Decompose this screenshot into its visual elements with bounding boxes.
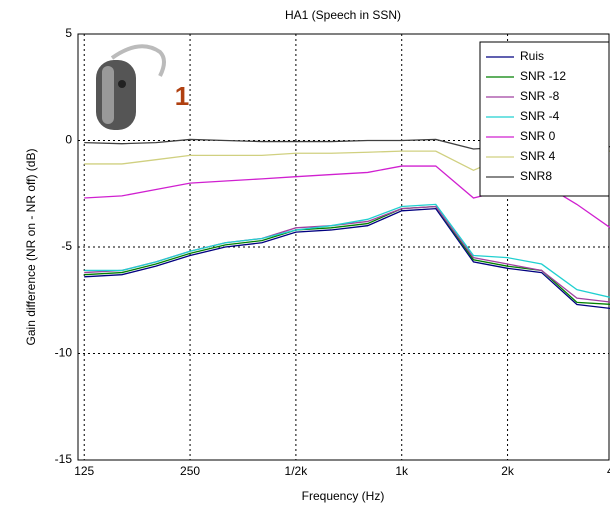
legend-label: SNR -4 [520,109,560,123]
legend-label: Ruis [520,49,544,63]
x-tick-label: 2k [501,464,515,478]
legend-label: SNR 4 [520,149,556,163]
legend-box [479,41,610,197]
x-axis-label: Frequency (Hz) [302,489,385,503]
series-line [84,205,610,305]
x-tick-label: 1k [395,464,409,478]
legend-label: SNR -8 [520,89,560,103]
x-tick-label: 1/2k [285,464,309,478]
y-tick-label: 5 [65,26,72,40]
series-line [84,203,610,298]
y-tick-label: -5 [61,239,72,253]
series-line [84,207,610,310]
y-axis-label: Gain difference (NR on - NR off) (dB) [24,149,38,346]
badge: 1 [175,81,189,111]
y-tick-label: 0 [65,133,72,147]
legend-label: SNR 0 [520,129,556,143]
plot-layer: -15 -10 -5 0 5 125 250 1/2k 1k 2k 4k Ruis SNR -12 SNR… [55,26,610,478]
chart-title: HA1 (Speech in SSN) [285,8,401,22]
y-tick-label: -10 [55,346,73,360]
x-tick-label: 4k [607,464,610,478]
x-tick-label: 250 [180,464,200,478]
series-group [84,138,610,310]
x-tick-label: 125 [74,464,94,478]
legend-label: SNR8 [520,169,552,183]
legend-label: SNR -12 [520,69,566,83]
y-tick-label: -15 [55,452,73,466]
hearing-aid-icon [96,44,166,130]
